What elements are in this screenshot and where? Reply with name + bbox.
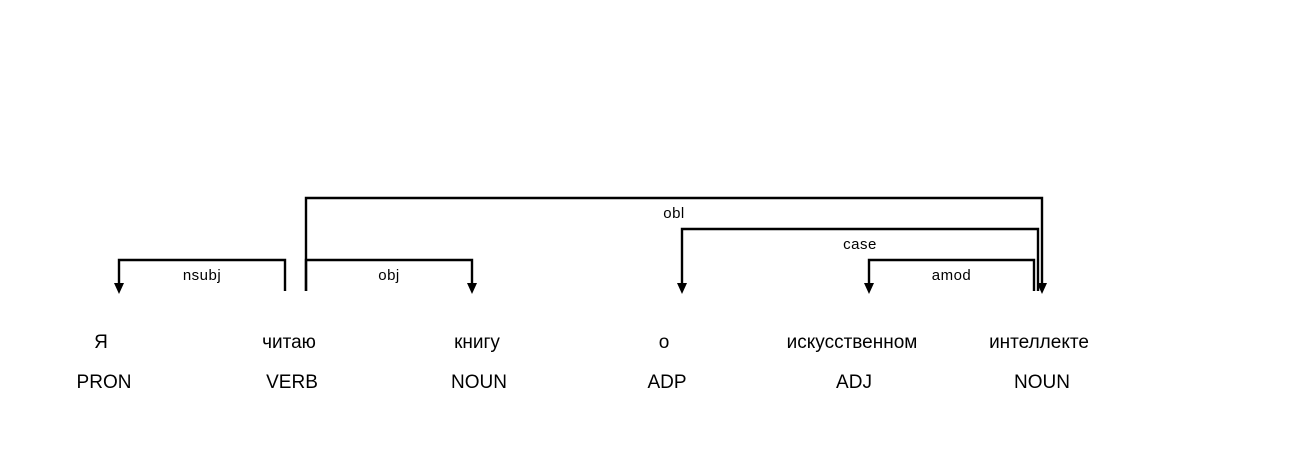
arc-obl: obl — [304, 196, 1047, 294]
arrow-head — [114, 283, 124, 294]
arc-line — [304, 196, 1044, 291]
token-word: о — [659, 332, 670, 353]
token-tag: VERB — [266, 372, 318, 393]
token-word: Я — [94, 332, 108, 353]
arc-line — [867, 258, 1036, 291]
arc-label: obl — [663, 205, 685, 222]
arc-amod: amod — [864, 258, 1036, 294]
token-tag: ADP — [647, 372, 686, 393]
arc-line — [117, 258, 287, 291]
arc-line — [680, 227, 1040, 291]
arc-label: nsubj — [183, 267, 221, 284]
arc-label: amod — [932, 267, 972, 284]
arc-label: case — [843, 236, 877, 253]
arrow-head — [864, 283, 874, 294]
arc-case: case — [677, 227, 1040, 294]
token-tag: NOUN — [1014, 372, 1070, 393]
arrow-head — [677, 283, 687, 294]
arrow-head — [1037, 283, 1047, 294]
tokens-layer: Я PRON читаю VERB книгу NOUN о ADP искус… — [77, 332, 1089, 393]
token-tag: PRON — [77, 372, 132, 393]
arc-obj: obj — [304, 258, 477, 294]
arcs-layer: nsubj obj obl case amod — [114, 196, 1047, 294]
token-word: искусственном — [787, 332, 918, 353]
token-tag: ADJ — [836, 372, 872, 393]
token-tag: NOUN — [451, 372, 507, 393]
arrow-head — [467, 283, 477, 294]
token-word: книгу — [454, 332, 500, 353]
token-word: интеллекте — [989, 332, 1089, 353]
token-word: читаю — [262, 332, 316, 353]
arc-label: obj — [378, 267, 400, 284]
arc-nsubj: nsubj — [114, 258, 287, 294]
